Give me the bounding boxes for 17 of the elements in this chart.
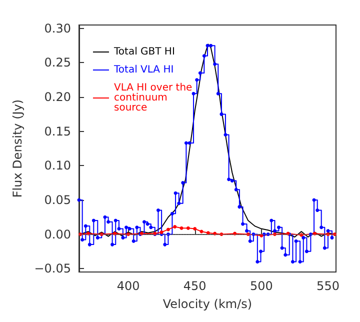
legend-label: VLA HI over the continuum source bbox=[114, 82, 196, 114]
y-tick-label: 0.00 bbox=[44, 227, 71, 242]
y-tick-label: 0.25 bbox=[44, 56, 71, 70]
x-tick-label: 450 bbox=[183, 279, 206, 293]
legend-label: Total VLA HI bbox=[113, 64, 174, 76]
y-tick-label: 0.15 bbox=[44, 124, 71, 138]
x-axis-title: Velocity (km/s) bbox=[162, 297, 252, 311]
x-tick-label: 400 bbox=[116, 279, 140, 293]
legend-label: Total GBT HI bbox=[113, 46, 175, 58]
y-tick-label: 0.10 bbox=[44, 158, 71, 173]
y-tick-label: 0.30 bbox=[44, 21, 71, 36]
x-tick-label: 550 bbox=[316, 279, 340, 293]
y-tick-label: 0.20 bbox=[44, 90, 71, 104]
y-tick-label: 0.05 bbox=[44, 192, 71, 207]
y-tick-label: −0.05 bbox=[34, 262, 71, 276]
y-axis-title: Flux Density (Jy) bbox=[10, 99, 24, 198]
x-tick-label: 500 bbox=[250, 279, 273, 293]
